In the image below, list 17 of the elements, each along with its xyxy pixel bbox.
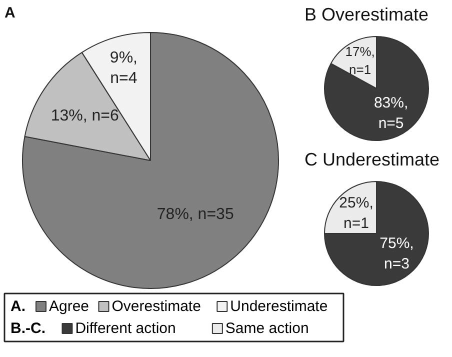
data-label: 83%, n=5: [374, 94, 408, 132]
chart-title: A: [4, 4, 16, 22]
chart-title: B Overestimate: [304, 4, 429, 24]
data-label: 13%, n=6: [50, 107, 119, 124]
data-label: 75%, n=3: [380, 235, 414, 272]
data-label: 25%, n=1: [339, 194, 374, 232]
legend-label: Agree: [48, 298, 90, 315]
legend-title: B.-C.: [10, 320, 46, 337]
legend-title: A.: [10, 298, 26, 315]
data-label: 78%, n=35: [156, 206, 234, 224]
chart-title: C Underestimate: [304, 150, 440, 170]
data-label: 17%, n=1: [345, 44, 375, 78]
legend-label: Overestimate: [112, 298, 201, 315]
legend-label: Underestimate: [230, 298, 328, 315]
data-label: 9%, n=4: [110, 50, 138, 88]
legend-label: Different action: [75, 320, 176, 337]
legend-label: Same action: [225, 320, 309, 337]
